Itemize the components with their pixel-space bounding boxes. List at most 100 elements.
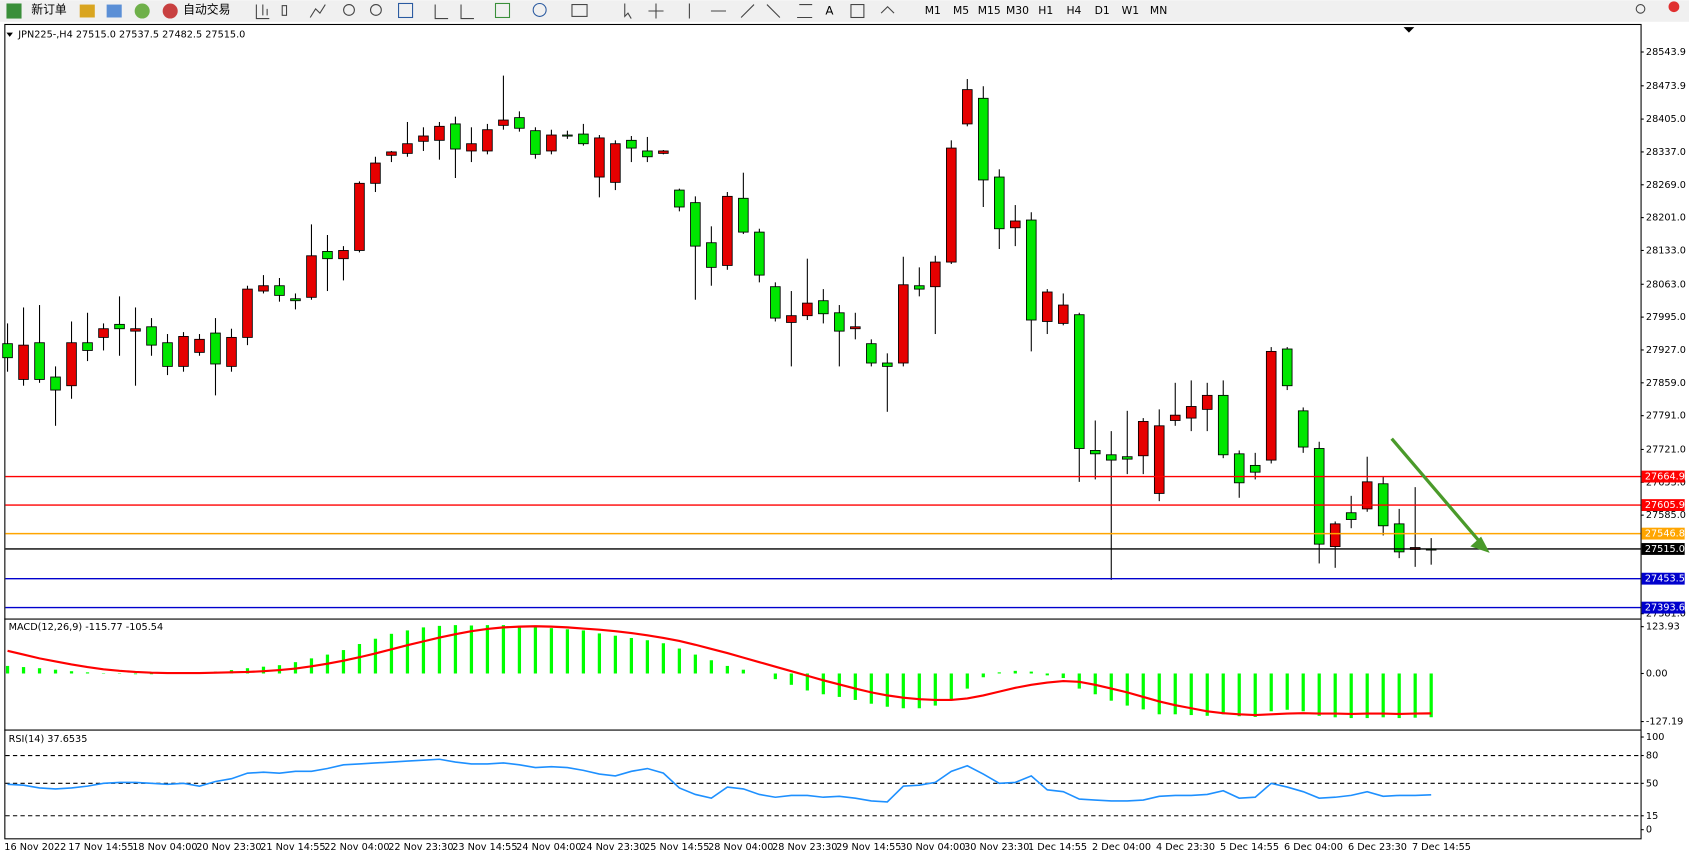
arrow-shaft: [1390, 437, 1482, 544]
toolbar-icon[interactable]: [134, 3, 150, 19]
line-chart-icon[interactable]: [309, 4, 326, 18]
axis-labels: 28543.9 28473.9 28405.0 28337.0 28269.0 28201…: [4, 47, 1686, 853]
macd-histogram-bar: [597, 633, 602, 674]
candle-body: [450, 123, 461, 150]
timeframe-button[interactable]: MN: [1150, 4, 1167, 17]
macd-histogram-bar: [1157, 673, 1161, 715]
price-label: 27515.0: [1645, 544, 1685, 555]
x-tick-label: 29 Nov 14:55: [836, 842, 901, 853]
title-marker: [6, 32, 13, 37]
y-tick-label: 27585.0: [1646, 510, 1686, 521]
x-tick-label: 21 Nov 14:55: [260, 842, 325, 853]
cursor-icon[interactable]: [624, 3, 632, 19]
candle-body: [802, 302, 813, 317]
candle-body: [322, 250, 333, 260]
candle-body: [706, 242, 717, 268]
bar-chart-icon[interactable]: [255, 4, 270, 20]
macd-histogram-bar: [85, 672, 90, 674]
y-tick-label: 27927.0: [1646, 345, 1686, 356]
zoom-out-icon[interactable]: [370, 4, 382, 16]
macd-histogram-bar: [5, 665, 10, 674]
macd-histogram-bar: [1141, 673, 1145, 710]
new-order-button[interactable]: 新订单: [31, 2, 67, 16]
scroll-icons[interactable]: [434, 4, 474, 20]
tile-icon[interactable]: [398, 2, 414, 19]
candle-body: [1265, 350, 1277, 461]
candle-body: [18, 344, 29, 380]
label-tool[interactable]: [850, 4, 865, 19]
x-tick-label: 22 Nov 23:30: [388, 842, 453, 853]
timeframe-button[interactable]: M15: [978, 4, 1001, 17]
x-tick-label: 20 Nov 23:30: [196, 842, 261, 853]
candle-body: [482, 129, 493, 152]
candle-body: [274, 285, 285, 296]
candle-body: [530, 130, 541, 155]
toolbar-icon[interactable]: [106, 4, 122, 18]
y-tick-label: 50: [1646, 778, 1658, 789]
macd-histogram-bar: [565, 629, 570, 674]
notification-badge[interactable]: [1668, 1, 1680, 13]
macd-histogram-bar: [245, 668, 250, 674]
timeframe-button[interactable]: D1: [1095, 4, 1110, 17]
y-tick-label: 28473.9: [1646, 81, 1686, 92]
x-tick-label: 6 Dec 04:00: [1284, 842, 1343, 853]
x-tick-label: 28 Nov 04:00: [708, 842, 773, 853]
macd-histogram-bar: [357, 644, 362, 674]
new-order-icon[interactable]: [6, 3, 22, 19]
x-tick-label: 16 Nov 2022: [4, 842, 66, 853]
macd-histogram-bar: [1365, 673, 1369, 719]
macd-histogram-bar: [853, 673, 857, 700]
timeframe-button[interactable]: H4: [1066, 4, 1081, 17]
periods-icon[interactable]: [532, 2, 547, 17]
text-tool[interactable]: A: [825, 4, 833, 18]
macd-histogram-bar: [965, 673, 969, 689]
candle-body: [370, 162, 381, 184]
candle-body: [194, 338, 205, 353]
macd-histogram-bar: [997, 672, 1001, 674]
search-icon[interactable]: [1635, 4, 1646, 14]
x-tick-label: 1 Dec 14:55: [1028, 842, 1087, 853]
price-label: 27546.8: [1645, 529, 1685, 540]
price-label-bg: [1641, 572, 1685, 585]
zoom-in-icon[interactable]: [343, 4, 355, 16]
macd-histogram-bar: [1413, 673, 1417, 718]
crosshair-icon[interactable]: [648, 3, 664, 19]
candle-body: [1026, 219, 1037, 321]
timeframe-button[interactable]: M5: [953, 4, 969, 17]
candle-body: [834, 312, 845, 332]
chart-frame: [4, 23, 1642, 840]
timeframe-button[interactable]: W1: [1122, 4, 1140, 17]
templates-icon[interactable]: [571, 4, 588, 17]
macd-histogram-bar: [1189, 673, 1193, 716]
y-tick-label: 27721.0: [1646, 444, 1686, 455]
auto-trading-icon[interactable]: [162, 3, 178, 19]
macd-histogram-bar: [1173, 673, 1177, 715]
indicators-icon[interactable]: [494, 2, 511, 19]
macd-histogram-bar: [389, 633, 394, 674]
candle-body: [642, 150, 653, 158]
timeframe-button[interactable]: M1: [925, 4, 941, 17]
price-label-bg: [1641, 543, 1685, 555]
y-tick-label: 27791.0: [1646, 411, 1686, 422]
macd-histogram-bar: [1221, 673, 1225, 715]
macd-histogram-bar: [533, 626, 538, 674]
auto-trading-button[interactable]: 自动交易: [183, 2, 230, 16]
candle-body: [50, 376, 61, 391]
candle-body: [226, 336, 237, 367]
candle-body: [1010, 220, 1021, 229]
candle-body: [1089, 450, 1101, 455]
drawing-icons[interactable]: [688, 3, 813, 19]
candle-body: [626, 139, 637, 149]
macd-histogram-bar: [485, 625, 490, 674]
macd-histogram-bar: [661, 643, 665, 674]
candle-icon[interactable]: [281, 5, 288, 16]
candle-body: [914, 285, 925, 290]
timeframe-button[interactable]: M30: [1006, 4, 1029, 17]
candle-body: [178, 336, 189, 367]
timeframe-button[interactable]: H1: [1038, 4, 1053, 17]
arrows-tool[interactable]: [880, 5, 895, 14]
candle-body: [306, 255, 317, 298]
y-tick-label: 27653.0: [1646, 477, 1686, 488]
toolbar-icon[interactable]: [79, 4, 95, 18]
macd-histogram-bar: [133, 673, 138, 675]
